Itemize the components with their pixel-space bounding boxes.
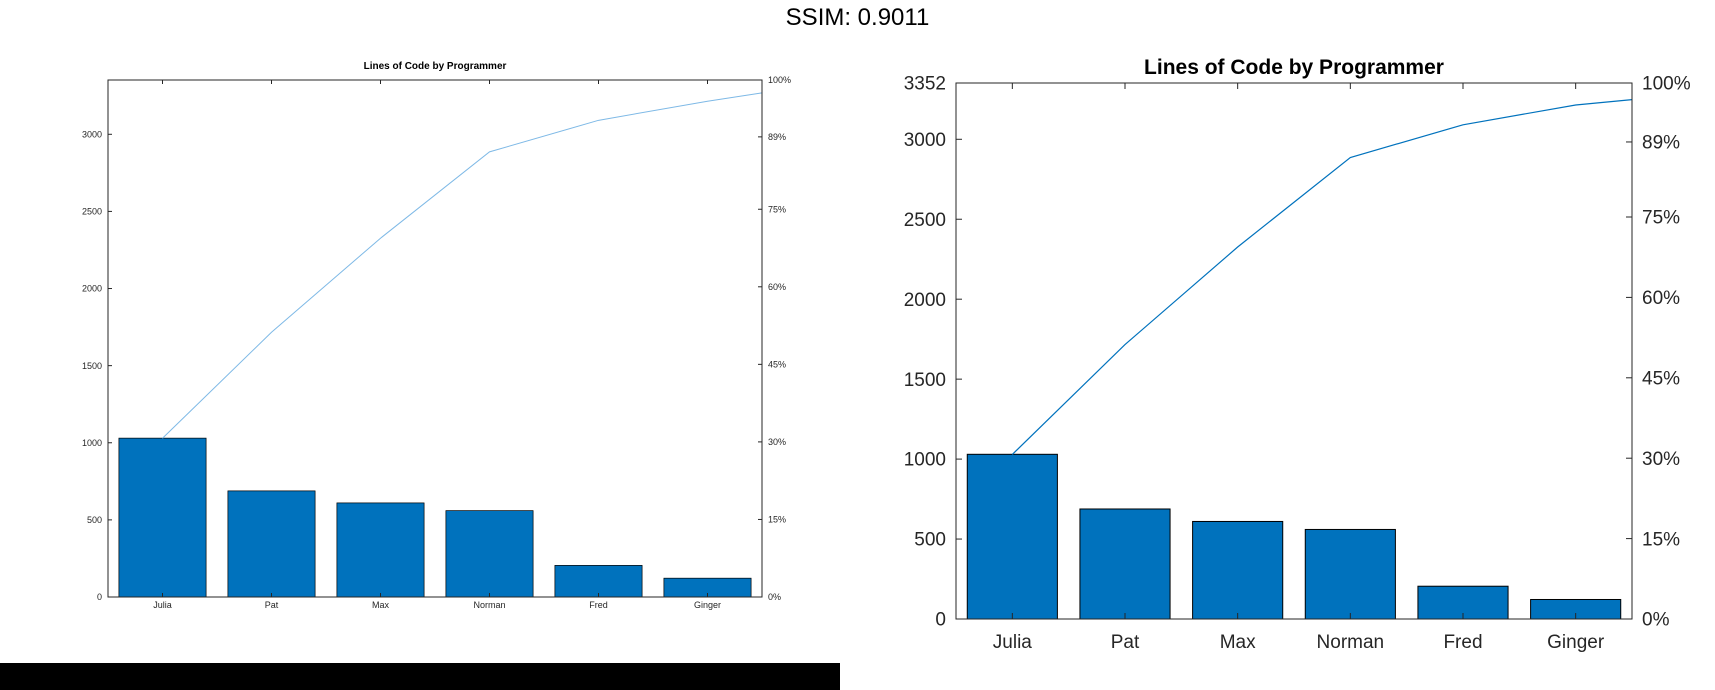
y2-tick-label: 100%: [768, 75, 791, 85]
bar-julia: [966, 453, 1058, 620]
y2-tick-label: 30%: [1642, 449, 1680, 470]
x-tick-label: Julia: [153, 600, 172, 610]
x-tick-label: Fred: [589, 600, 608, 610]
y2-tick-label: 15%: [768, 515, 786, 525]
y2-tick-label: 89%: [768, 132, 786, 142]
y-tick-label: 1000: [82, 438, 102, 448]
bar-norman: [445, 510, 534, 598]
y2-tick-label: 30%: [768, 437, 786, 447]
y2-tick-label: 75%: [768, 204, 786, 214]
y-tick-label: 500: [87, 515, 102, 525]
bar-fred: [554, 565, 643, 598]
bar-norman: [1304, 528, 1396, 620]
ssim-label: SSIM: 0.9011: [785, 4, 930, 31]
bar-pat: [1079, 508, 1171, 620]
chart-title: Lines of Code by Programmer: [364, 61, 507, 72]
x-tick-label: Norman: [1317, 632, 1385, 653]
y-tick-label: 3000: [82, 129, 102, 139]
plot-frame: [107, 79, 763, 598]
y2-tick-label: 60%: [1642, 288, 1680, 309]
x-tick-label: Pat: [1111, 632, 1140, 653]
y-tick-label: 3352: [904, 74, 946, 95]
y-tick-label: 2000: [82, 284, 102, 294]
y2-tick-label: 60%: [768, 282, 786, 292]
y-tick-label: 0: [935, 610, 946, 631]
x-tick-label: Max: [372, 600, 390, 610]
y-tick-label: 500: [914, 530, 946, 551]
chart-title: Lines of Code by Programmer: [1144, 56, 1444, 79]
y-tick-label: 1500: [82, 361, 102, 371]
y2-tick-label: 0%: [1642, 610, 1670, 631]
y2-tick-label: 45%: [1642, 368, 1680, 389]
x-tick-label: Max: [1220, 632, 1256, 653]
x-tick-label: Norman: [473, 600, 505, 610]
bar-max: [1192, 520, 1284, 620]
y2-tick-label: 0%: [768, 592, 781, 602]
y-tick-label: 2500: [82, 207, 102, 217]
bar-julia: [118, 437, 207, 598]
y-tick-label: 0: [97, 592, 102, 602]
y2-tick-label: 45%: [768, 360, 786, 370]
bar-max: [336, 502, 425, 598]
y2-tick-label: 100%: [1642, 74, 1691, 95]
cumulative-line: [1011, 99, 1633, 455]
y2-tick-label: 75%: [1642, 208, 1680, 229]
y-tick-label: 2000: [904, 290, 946, 311]
bar-pat: [227, 490, 316, 598]
x-tick-label: Ginger: [694, 600, 721, 610]
cumulative-line: [162, 92, 763, 439]
x-tick-label: Julia: [993, 632, 1033, 653]
black-bar: [0, 663, 840, 690]
x-tick-label: Pat: [265, 600, 279, 610]
y-tick-label: 2500: [904, 210, 946, 231]
x-tick-label: Ginger: [1547, 632, 1605, 653]
y2-tick-label: 15%: [1642, 529, 1680, 550]
y2-tick-label: 89%: [1642, 133, 1680, 154]
y-tick-label: 3000: [904, 130, 946, 151]
x-tick-label: Fred: [1443, 632, 1482, 653]
y-tick-label: 1500: [904, 370, 946, 391]
plot-frame: [955, 82, 1633, 620]
y-tick-label: 1000: [904, 450, 946, 471]
